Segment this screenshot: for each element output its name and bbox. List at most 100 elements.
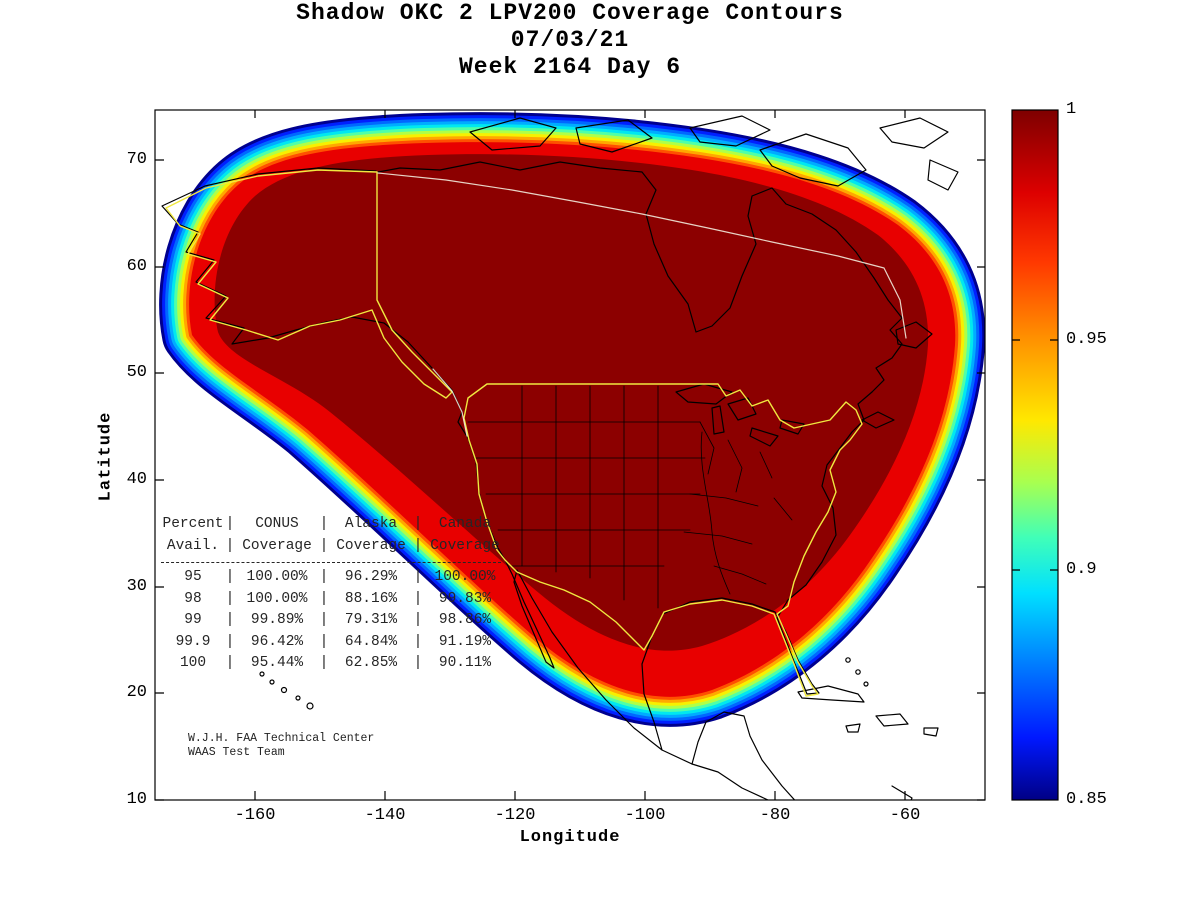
table-header-cell: Percent [162, 516, 224, 532]
table-separator: | [319, 612, 329, 628]
lake-huron [727, 397, 757, 421]
table-cell: 99.9 [175, 633, 211, 650]
x-tick-marks [254, 110, 906, 800]
table-row: 95 | 100.00% | 96.29% | 100.00% [161, 567, 507, 589]
table-row: 98 | 100.00% | 88.16% | 99.83% [161, 589, 507, 611]
x-tick-label: -60 [889, 806, 921, 825]
cuba [797, 685, 865, 703]
table-separator: | [319, 516, 329, 532]
table-cell: 96.42% [250, 633, 304, 650]
table-cell: 98.86% [438, 612, 492, 628]
contour-bands [189, 142, 955, 697]
x-axis-title: Longitude [519, 828, 621, 847]
jamaica [845, 723, 861, 733]
credit-line2: WAAS Test Team [188, 746, 285, 759]
plot-frame [154, 109, 986, 801]
lake-erie [749, 427, 779, 447]
arctic-island [689, 115, 771, 147]
colorbar [1011, 109, 1059, 801]
lake-superior [675, 383, 733, 405]
coastline-overlay [161, 115, 985, 856]
atlantic-coastline [774, 391, 873, 695]
table-header-cell: Canada [438, 516, 492, 532]
south-america-coast [930, 846, 985, 856]
table-cell: 64.84% [344, 633, 398, 650]
x-tick-label: -120 [494, 806, 536, 825]
table-cell: 95.44% [250, 655, 304, 671]
table-separator: | [225, 516, 235, 532]
state-boundaries [467, 385, 793, 609]
table-separator: | [413, 516, 423, 532]
table-separator: | [319, 590, 329, 607]
hudson-bay-coastline [377, 161, 903, 333]
hawaii-island [259, 671, 265, 677]
y-axis-title: Latitude [96, 411, 116, 502]
table-header-cell: Coverage [336, 537, 406, 554]
arctic-island [927, 159, 959, 191]
bahamas-island [855, 669, 861, 675]
table-separator: | [225, 633, 235, 650]
table-separator: | [413, 633, 423, 650]
table-separator: | [413, 590, 423, 607]
table-separator: | [319, 633, 329, 650]
table-cell: 98 [184, 590, 202, 607]
y-tick-label: 10 [126, 790, 147, 809]
lake-michigan [711, 405, 725, 435]
table-separator: | [225, 655, 235, 671]
arctic-island [879, 117, 949, 149]
conus-border [463, 383, 863, 697]
table-header-cell: Alaska [344, 516, 398, 532]
table-separator: | [319, 655, 329, 671]
x-tick-label: -160 [234, 806, 276, 825]
hawaii-island [295, 695, 301, 701]
canada-border [377, 172, 907, 339]
table-cell: 99 [184, 612, 202, 628]
table-cell: 100.00% [246, 590, 308, 607]
alaska-coastline [161, 167, 469, 439]
pacific-coastline [467, 437, 770, 800]
coverage-table-header-row2: Avail. | Coverage | Coverage | Coverage [161, 536, 507, 558]
table-separator: | [413, 569, 423, 585]
arctic-island [469, 117, 557, 151]
hawaii-island [280, 686, 288, 694]
table-cell: 100 [179, 655, 207, 671]
newfoundland [895, 321, 933, 349]
yucatan-coastline [691, 711, 796, 800]
y-tick-label: 70 [126, 150, 147, 169]
table-separator: | [225, 569, 235, 585]
hawaii-island [306, 702, 314, 710]
table-cell: 88.16% [344, 590, 398, 607]
credit-block: W.J.H. FAA Technical Center WAAS Test Te… [188, 732, 374, 760]
table-header-cell: Avail. [166, 537, 220, 554]
table-separator: | [225, 537, 235, 554]
table-cell: 99.89% [250, 612, 304, 628]
chart-title-line1: Shadow OKC 2 LPV200 Coverage Contours [296, 0, 844, 26]
colorbar-tick-label: 0.9 [1066, 560, 1097, 579]
table-row: 99.9 | 96.42% | 64.84% | 91.19% [161, 632, 507, 654]
table-separator: | [319, 569, 329, 585]
table-cell: 62.85% [344, 655, 398, 671]
table-header-cell: Coverage [242, 537, 312, 554]
table-separator: | [413, 537, 423, 554]
chart-title-line2: 07/03/21 [510, 27, 630, 53]
table-header-cell: CONUS [255, 516, 299, 532]
table-header-cell: Coverage [430, 537, 500, 554]
credit-line1: W.J.H. FAA Technical Center [188, 732, 375, 745]
chart-title-line3: Week 2164 Day 6 [458, 54, 682, 80]
st-lawrence-coastline [871, 317, 903, 393]
table-row: 100 | 95.44% | 62.85% | 90.11% [161, 653, 507, 675]
baffin-island [759, 133, 867, 187]
y-tick-label: 40 [126, 470, 147, 489]
lake-ontario [779, 419, 805, 435]
coverage-table: Percent | CONUS | Alaska | Canada Avail.… [161, 514, 507, 675]
table-cell: 95 [184, 569, 202, 585]
table-cell: 96.29% [344, 569, 398, 585]
bahamas-island [845, 657, 851, 663]
table-cell: 90.11% [438, 655, 492, 671]
table-cell: 79.31% [344, 612, 398, 628]
table-cell: 91.19% [438, 633, 492, 650]
table-separator: | [319, 537, 329, 554]
colorbar-gradient [1011, 109, 1059, 801]
